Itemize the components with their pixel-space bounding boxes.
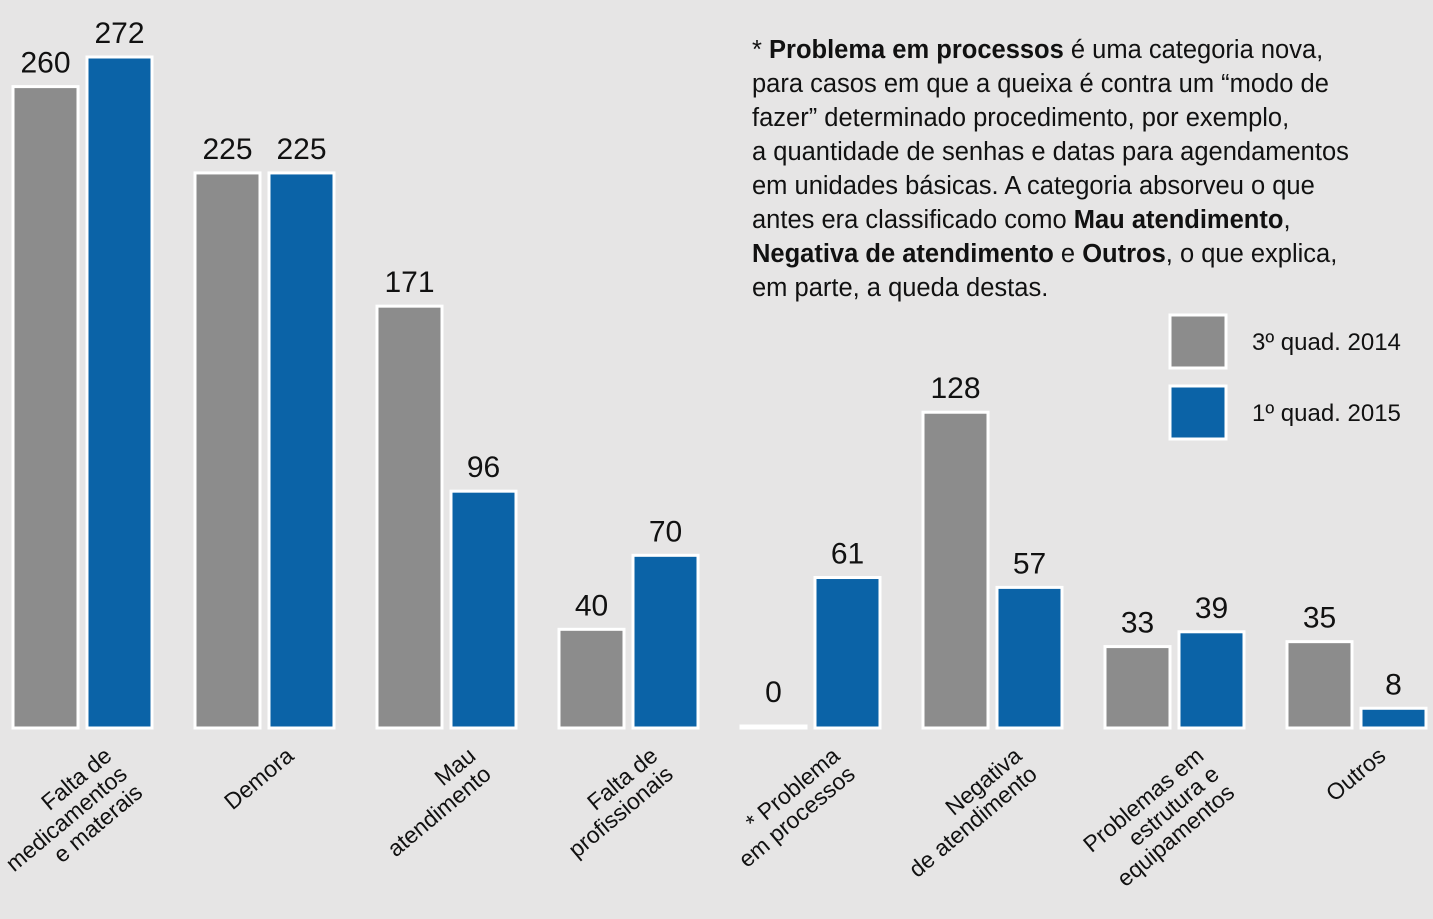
note-line: fazer” determinado procedimento, por exe… xyxy=(752,104,1289,132)
note-text: , o que explica, xyxy=(1166,240,1338,268)
value-label: 0 xyxy=(765,676,782,709)
bar xyxy=(267,171,336,730)
note-line: em unidades básicas. A categoria absorve… xyxy=(752,172,1315,200)
note-text: Negativa de atendimento xyxy=(752,240,1054,268)
value-label: 272 xyxy=(94,17,144,50)
bar xyxy=(1177,630,1246,730)
bar xyxy=(921,410,990,730)
note-text: Outros xyxy=(1082,240,1166,268)
bar xyxy=(449,489,518,730)
value-label: 39 xyxy=(1195,592,1228,625)
note-text: Mau atendimento xyxy=(1074,206,1284,234)
bar xyxy=(557,627,626,730)
bar xyxy=(193,171,262,730)
note-line: para casos em que a queixa é contra um “… xyxy=(752,70,1329,98)
value-label: 128 xyxy=(930,372,980,405)
legend-label: 1º quad. 2015 xyxy=(1252,400,1401,427)
value-label: 35 xyxy=(1303,602,1336,635)
bar xyxy=(375,304,444,730)
note-text: para casos em que a queixa é contra um “… xyxy=(752,70,1329,98)
legend-swatch xyxy=(1168,384,1228,441)
note-text: a quantidade de senhas e datas para agen… xyxy=(752,138,1349,166)
note-text: fazer” determinado procedimento, por exe… xyxy=(752,104,1289,132)
value-label: 171 xyxy=(384,266,434,299)
bar xyxy=(1103,645,1172,730)
note-line: em parte, a queda destas. xyxy=(752,274,1048,302)
bar xyxy=(739,724,808,730)
value-label: 57 xyxy=(1013,547,1046,580)
note-text: e xyxy=(1054,240,1082,268)
value-label: 40 xyxy=(575,589,608,622)
note-text: em parte, a queda destas. xyxy=(752,274,1048,302)
bar xyxy=(11,85,80,730)
note-line: a quantidade de senhas e datas para agen… xyxy=(752,138,1349,166)
value-label: 8 xyxy=(1385,668,1402,701)
note-line: Negativa de atendimento e Outros, o que … xyxy=(752,240,1337,268)
note-text: Problema em processos xyxy=(769,36,1064,64)
bar xyxy=(1359,706,1428,730)
value-label: 33 xyxy=(1121,607,1154,640)
note-line: antes era classificado como Mau atendime… xyxy=(752,206,1291,234)
value-label: 96 xyxy=(467,451,500,484)
value-label: 70 xyxy=(649,515,682,548)
value-label: 260 xyxy=(20,47,70,80)
value-label: 225 xyxy=(202,133,252,166)
bar xyxy=(1285,640,1354,730)
note-text: * xyxy=(752,36,769,64)
note-text: , xyxy=(1283,206,1290,234)
bar xyxy=(813,576,882,730)
note-line: * Problema em processos é uma categoria … xyxy=(752,36,1323,64)
bar xyxy=(85,55,154,730)
legend-label: 3º quad. 2014 xyxy=(1252,329,1401,356)
legend-swatch xyxy=(1168,313,1228,370)
note-text: é uma categoria nova, xyxy=(1064,36,1323,64)
note-text: em unidades básicas. A categoria absorve… xyxy=(752,172,1315,200)
value-label: 61 xyxy=(831,538,864,571)
bar xyxy=(995,585,1064,730)
value-label: 225 xyxy=(276,133,326,166)
note-text: antes era classificado como xyxy=(752,206,1074,234)
bar xyxy=(631,553,700,730)
